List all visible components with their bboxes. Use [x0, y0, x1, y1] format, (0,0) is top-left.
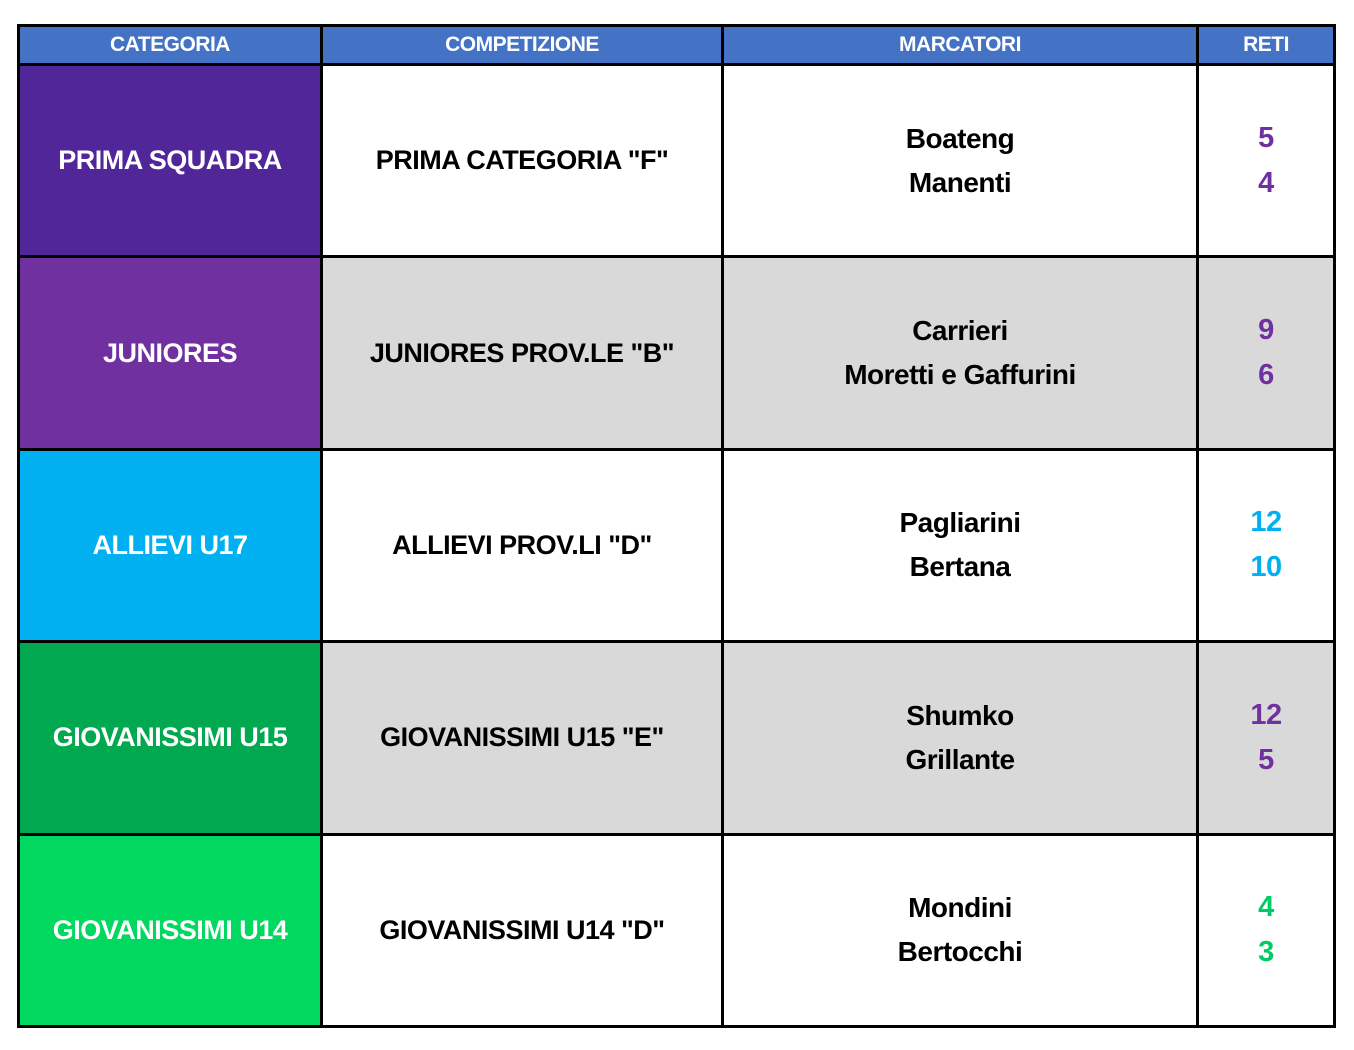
- scorers-cell: Carrieri Moretti e Gaffurini: [724, 258, 1196, 448]
- scorers-cell: Boateng Manenti: [724, 66, 1196, 256]
- competition-cell: GIOVANISSIMI U14 "D": [323, 835, 721, 1025]
- header-reti: RETI: [1199, 27, 1333, 63]
- goals-cell: 12 10: [1199, 450, 1333, 641]
- goal-count: 10: [1250, 551, 1282, 584]
- goal-count: 9: [1258, 314, 1274, 347]
- goal-count: 12: [1250, 698, 1282, 731]
- category-cell: JUNIORES: [20, 258, 320, 448]
- scorer-name: Manenti: [908, 166, 1012, 198]
- goal-count: 6: [1258, 359, 1274, 392]
- scorer-name: Boateng: [905, 122, 1015, 154]
- competition-cell: PRIMA CATEGORIA "F": [323, 66, 721, 256]
- category-cell: PRIMA SQUADRA: [20, 66, 320, 256]
- category-cell: GIOVANISSIMI U15: [20, 643, 320, 833]
- goal-count: 4: [1258, 891, 1274, 924]
- competition-cell: JUNIORES PROV.LE "B": [323, 258, 721, 448]
- scorers-cell: Pagliarini Bertana: [724, 450, 1196, 641]
- goal-count: 3: [1258, 936, 1274, 969]
- scorer-name: Mondini: [908, 892, 1012, 924]
- scorer-name: Shumko: [906, 699, 1014, 731]
- scorer-name: Bertocchi: [897, 936, 1023, 968]
- scorer-name: Grillante: [905, 743, 1015, 775]
- category-cell: GIOVANISSIMI U14: [20, 835, 320, 1025]
- goals-cell: 12 5: [1199, 643, 1333, 833]
- competition-cell: GIOVANISSIMI U15 "E": [323, 643, 721, 833]
- goal-count: 5: [1258, 743, 1274, 776]
- goal-count: 4: [1258, 166, 1274, 199]
- header-marcatori: MARCATORI: [724, 27, 1196, 63]
- scorer-name: Carrieri: [912, 315, 1008, 347]
- competition-cell: ALLIEVI PROV.LI "D": [323, 450, 721, 641]
- header-categoria: CATEGORIA: [20, 27, 320, 63]
- category-cell: ALLIEVI U17: [20, 450, 320, 641]
- scorers-cell: Mondini Bertocchi: [724, 835, 1196, 1025]
- goal-count: 5: [1258, 121, 1274, 154]
- scorer-name: Pagliarini: [899, 507, 1021, 539]
- goal-count: 12: [1250, 506, 1282, 539]
- scorer-name: Moretti e Gaffurini: [844, 359, 1076, 391]
- scorers-cell: Shumko Grillante: [724, 643, 1196, 833]
- header-competizione: COMPETIZIONE: [323, 27, 721, 63]
- scorer-name: Bertana: [909, 551, 1011, 583]
- scorers-table: CATEGORIA COMPETIZIONE MARCATORI RETI PR…: [17, 24, 1336, 1028]
